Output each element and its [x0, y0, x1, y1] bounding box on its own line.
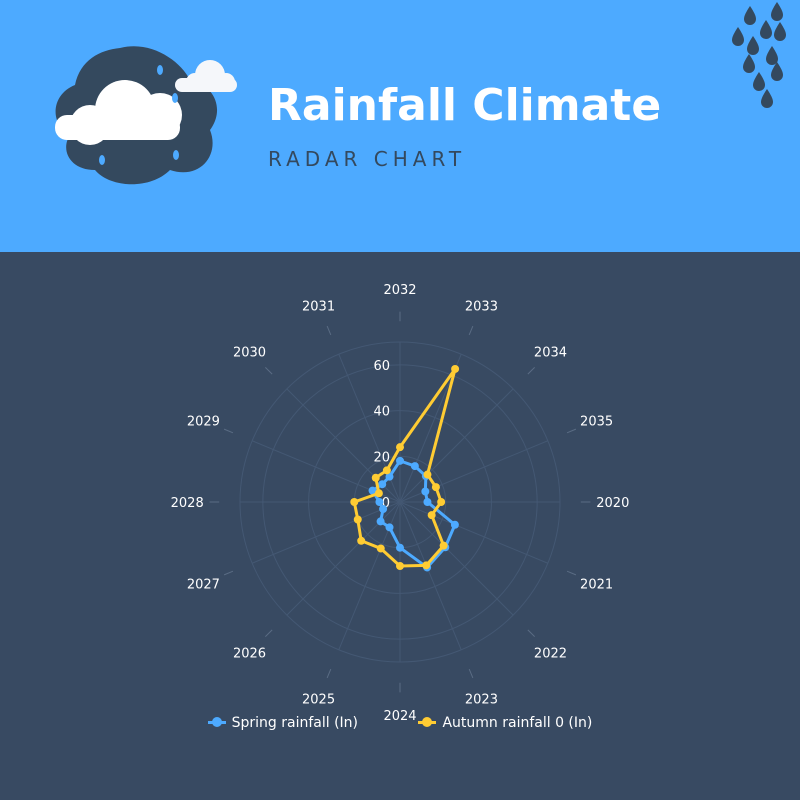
radial-tick-label: 20	[373, 450, 390, 465]
data-point-autumn	[422, 561, 431, 570]
legend-item-autumn[interactable]: Autumn rainfall 0 (In)	[418, 715, 592, 731]
axis-tick-mark	[468, 668, 474, 679]
grid-spoke	[251, 501, 401, 564]
data-point-spring	[396, 543, 404, 552]
category-label: 2027	[187, 577, 220, 592]
data-point-autumn	[353, 515, 362, 524]
category-label: 2031	[302, 299, 335, 314]
grid-spoke	[399, 501, 549, 564]
data-point-autumn	[437, 498, 446, 506]
data-point-autumn	[423, 470, 432, 479]
category-label: 2023	[465, 693, 498, 708]
data-point-autumn	[350, 498, 359, 506]
data-point-autumn	[396, 443, 404, 452]
data-point-spring	[368, 486, 377, 495]
data-point-spring	[379, 504, 388, 513]
axis-tick-mark	[468, 325, 474, 336]
category-label: 2025	[302, 693, 335, 708]
legend-label-spring: Spring rainfall (In)	[231, 714, 359, 731]
legend-marker-autumn	[418, 717, 437, 727]
legend-label-autumn: Autumn rainfall 0 (In)	[442, 714, 593, 731]
category-label: 2029	[187, 415, 220, 430]
page-title: Rainfall Climate	[268, 80, 662, 131]
raindrops-decoration	[732, 2, 786, 108]
chart-legend: Spring rainfall (In) Autumn rainfall 0 (…	[0, 712, 800, 731]
rain-cloud-icon	[55, 46, 237, 185]
data-point-autumn	[451, 364, 460, 373]
category-label: 2024	[383, 709, 416, 724]
data-point-autumn	[357, 536, 366, 545]
axis-tick-mark	[527, 629, 535, 637]
axis-tick-mark	[223, 428, 234, 434]
data-point-spring	[396, 456, 404, 465]
category-label: 2030	[233, 346, 266, 361]
category-label: 2033	[465, 299, 498, 314]
data-point-spring	[423, 498, 432, 506]
page-subtitle: RADAR CHART	[268, 147, 467, 171]
category-label: 2028	[171, 496, 204, 511]
header-banner: Rainfall Climate RADAR CHART	[0, 0, 800, 252]
radial-tick-label: 0	[382, 496, 390, 511]
grid-spoke	[399, 388, 514, 503]
data-point-spring	[410, 462, 419, 471]
legend-item-spring[interactable]: Spring rainfall (In)	[207, 714, 359, 731]
legend-marker-spring	[207, 717, 226, 727]
category-label: 2032	[383, 283, 416, 298]
category-label: 2035	[580, 415, 613, 430]
axis-tick-mark	[326, 325, 332, 336]
data-point-spring	[385, 472, 394, 481]
data-point-spring	[450, 520, 459, 529]
category-label: 2020	[596, 496, 629, 511]
category-label: 2034	[534, 346, 567, 361]
data-point-autumn	[376, 544, 385, 553]
radial-tick-label: 60	[373, 359, 390, 374]
axis-tick-mark	[223, 570, 234, 576]
axis-tick-mark	[265, 629, 273, 637]
data-point-autumn	[431, 483, 440, 492]
axis-tick-mark	[265, 367, 273, 375]
chart-area: 2032 2033 2034 2035 2020 2021 2022 2023 2024 2025…	[0, 252, 800, 800]
data-point-spring	[378, 480, 387, 489]
axis-tick-mark	[566, 428, 577, 434]
axis-tick-mark	[326, 668, 332, 679]
data-point-spring	[385, 523, 394, 532]
data-point-autumn	[427, 511, 436, 520]
category-label: 2022	[534, 646, 567, 661]
category-label: 2026	[233, 646, 266, 661]
data-point-autumn	[396, 562, 404, 570]
data-point-autumn	[374, 489, 383, 498]
radial-tick-label: 40	[373, 405, 390, 420]
data-point-spring	[376, 517, 385, 526]
radar-chart: 2032 2033 2034 2035 2020 2021 2022 2023 2024 2025…	[171, 283, 630, 724]
data-point-autumn	[382, 466, 391, 475]
data-point-spring	[421, 487, 430, 496]
axis-tick-mark	[566, 570, 577, 576]
grid-spoke	[399, 501, 462, 651]
category-label: 2021	[580, 577, 613, 592]
data-point-autumn	[439, 541, 448, 550]
axis-tick-mark	[527, 367, 535, 375]
data-point-spring	[375, 498, 384, 506]
data-point-autumn	[371, 473, 380, 482]
grid-spoke	[399, 501, 514, 616]
